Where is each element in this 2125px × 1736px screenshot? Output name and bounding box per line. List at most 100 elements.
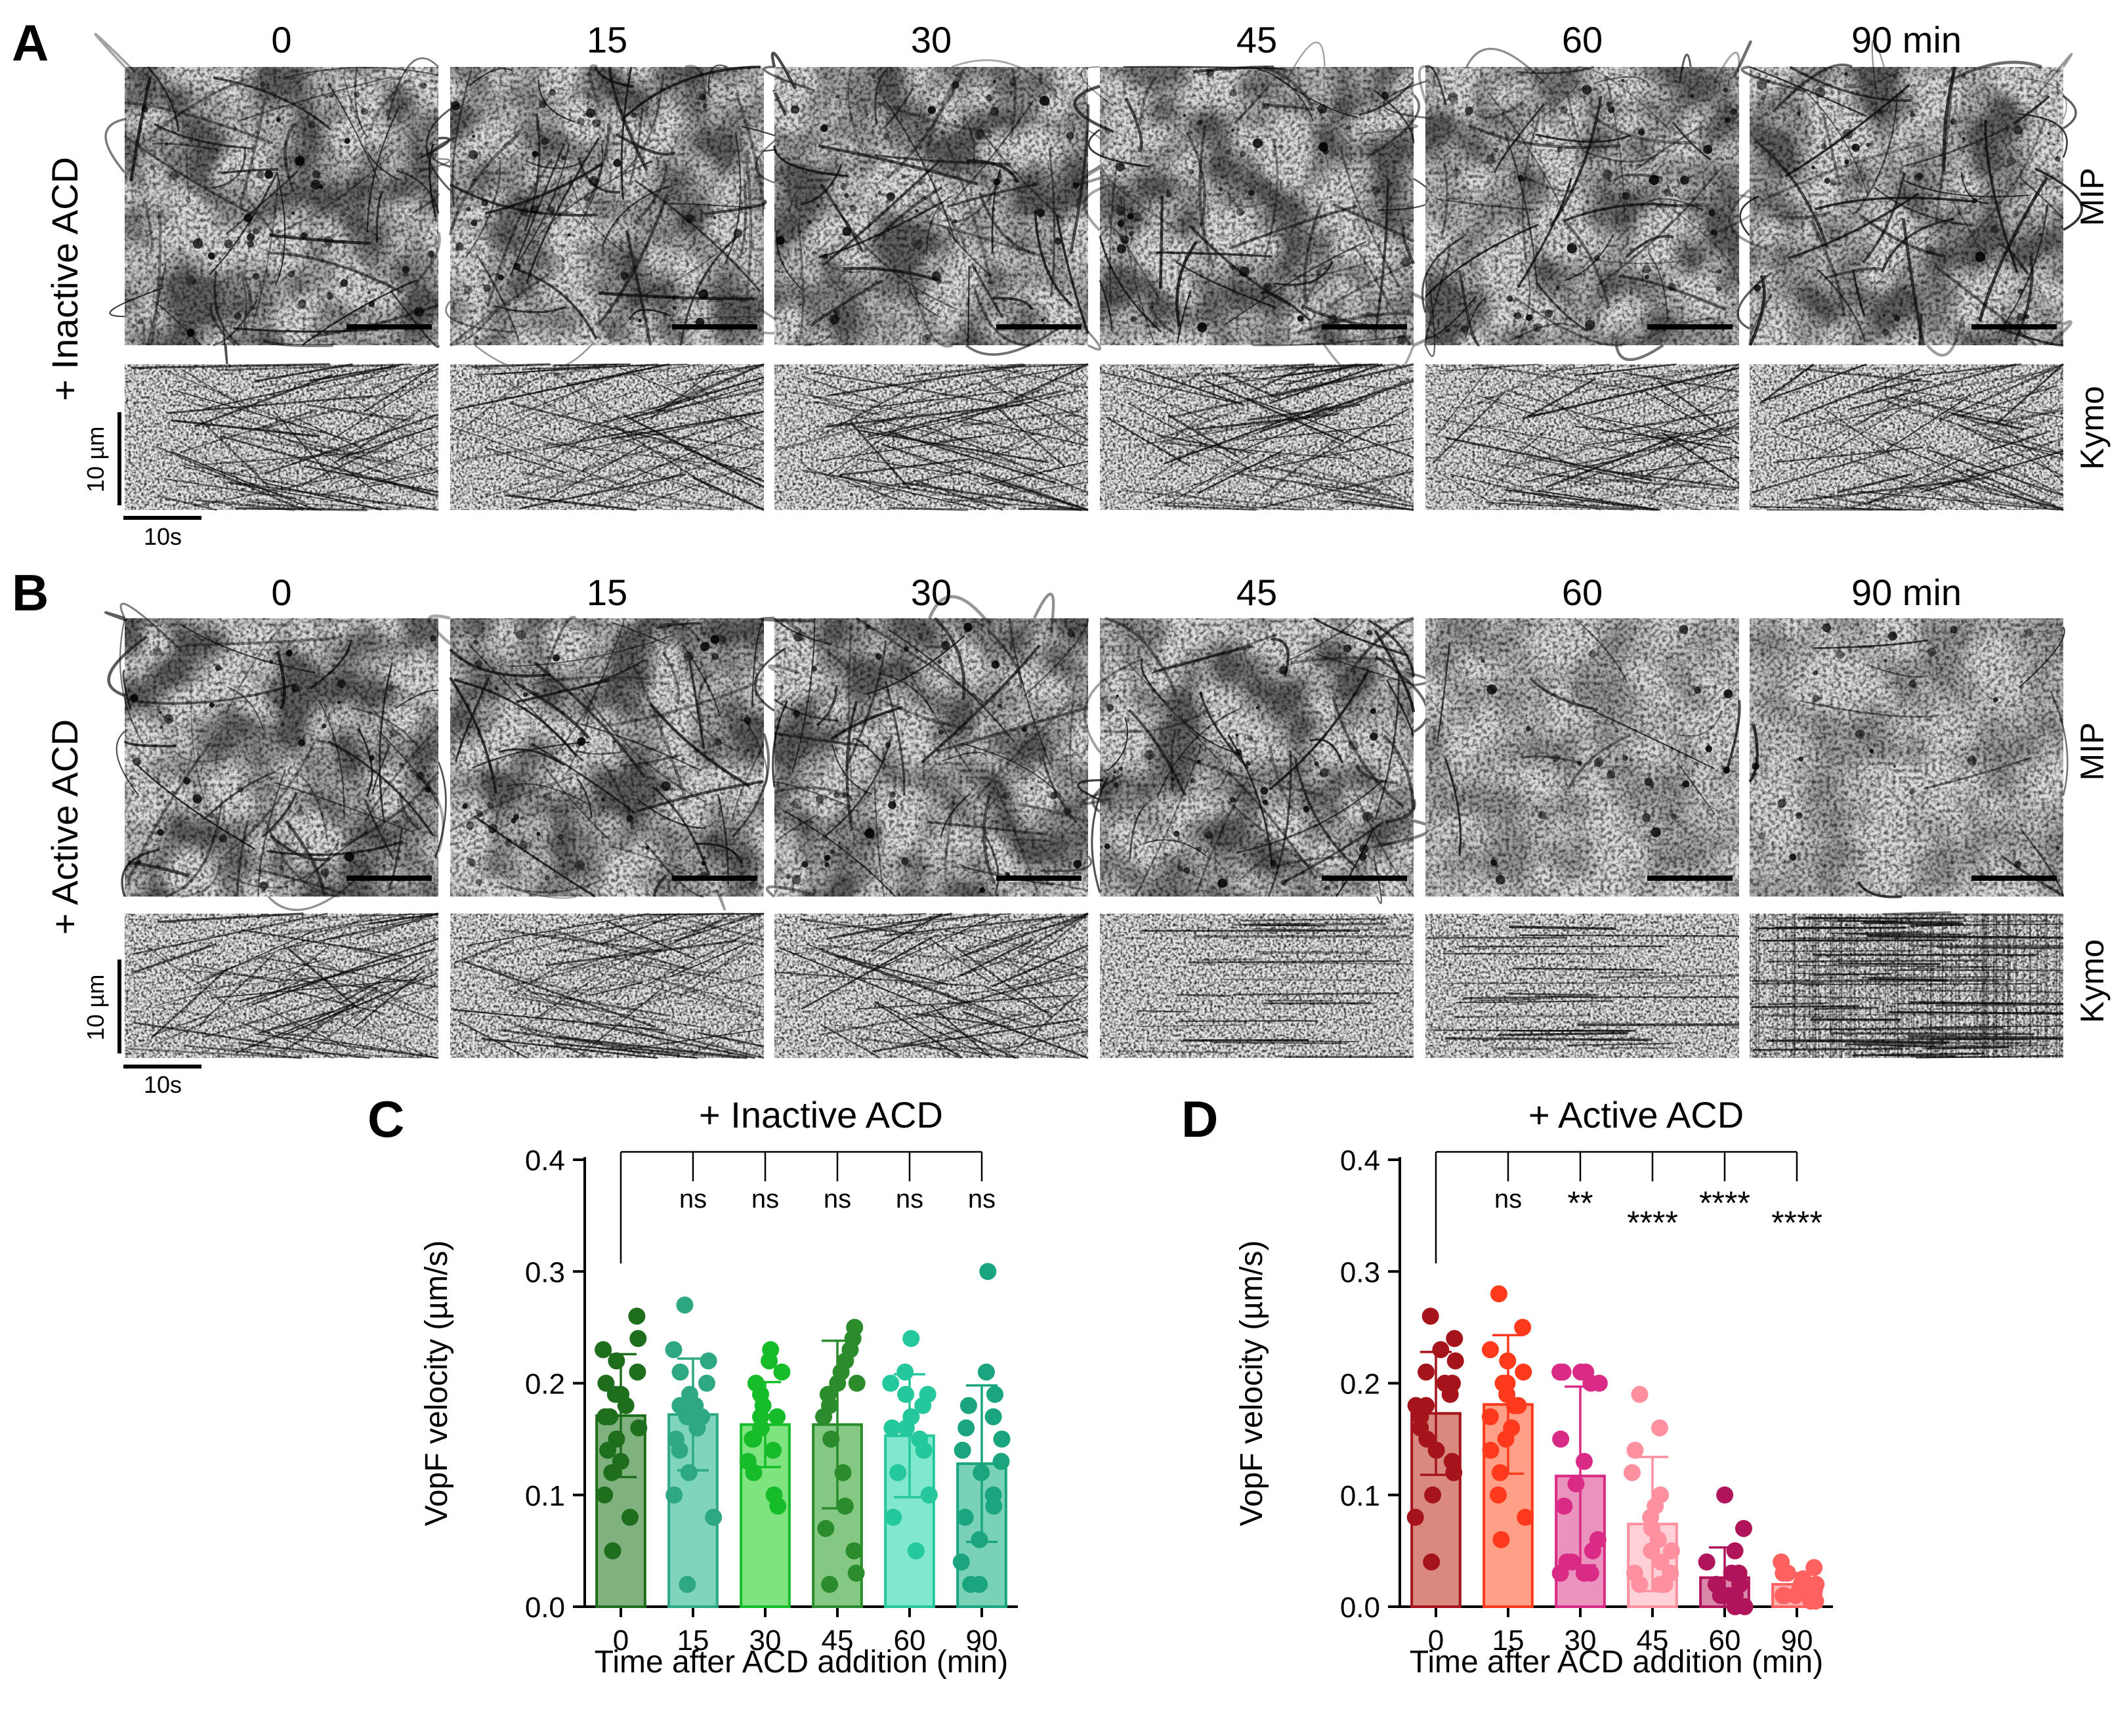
d-data-point bbox=[1423, 1554, 1440, 1571]
d-x-tick-label: 30 bbox=[1565, 1624, 1597, 1657]
d-data-point bbox=[1418, 1363, 1435, 1380]
c-data-point bbox=[889, 1464, 906, 1481]
c-data-point bbox=[705, 1509, 722, 1526]
d-data-point bbox=[1567, 1475, 1584, 1493]
d-data-point bbox=[1552, 1565, 1569, 1582]
panel-d-letter: D bbox=[1181, 1090, 1218, 1148]
d-x-tick-label: 45 bbox=[1637, 1624, 1669, 1657]
c-x-tick-label: 15 bbox=[677, 1624, 709, 1657]
c-y-tick-label: 0.2 bbox=[525, 1368, 565, 1401]
c-data-point bbox=[845, 1542, 862, 1559]
row-label-kymo-b: Kymo bbox=[2074, 939, 2111, 1023]
d-data-point bbox=[1591, 1375, 1608, 1392]
c-data-point bbox=[849, 1375, 866, 1392]
mip-image-a-5 bbox=[1729, 41, 2082, 355]
c-data-point bbox=[769, 1498, 786, 1515]
mip-image-b-5 bbox=[1750, 618, 2067, 897]
c-data-point bbox=[954, 1442, 971, 1459]
c-data-point bbox=[604, 1542, 621, 1559]
c-data-point bbox=[628, 1307, 645, 1324]
c-data-point bbox=[953, 1554, 970, 1571]
c-data-point bbox=[883, 1420, 900, 1437]
c-data-point bbox=[688, 1420, 705, 1437]
d-y-tick-label: 0.2 bbox=[1340, 1368, 1380, 1401]
c-data-point bbox=[957, 1420, 975, 1437]
c-data-point bbox=[902, 1330, 919, 1347]
time-label-b-2: 30 bbox=[911, 572, 952, 613]
kymo-row-b bbox=[125, 912, 2063, 1058]
c-x-tick-label: 45 bbox=[822, 1624, 854, 1657]
panel-c-letter: C bbox=[368, 1090, 404, 1148]
c-y-tick-label: 0.1 bbox=[525, 1480, 565, 1512]
d-data-point bbox=[1584, 1542, 1601, 1559]
time-label-a-4: 60 bbox=[1562, 19, 1603, 60]
panel-b-letter: B bbox=[12, 564, 49, 622]
time-label-b-5: 90 min bbox=[1851, 572, 1962, 613]
d-data-point bbox=[1515, 1363, 1532, 1380]
d-x-tick-label: 15 bbox=[1492, 1624, 1525, 1657]
d-data-point bbox=[1631, 1386, 1648, 1403]
c-data-point bbox=[768, 1408, 786, 1426]
c-x-tick-label: 60 bbox=[894, 1624, 926, 1657]
c-significance-label: ns bbox=[896, 1185, 923, 1214]
c-data-point bbox=[665, 1487, 683, 1504]
panel-a-condition: + Inactive ACD bbox=[44, 157, 85, 401]
d-x-axis-label: Time after ACD addition (min) bbox=[1410, 1645, 1823, 1680]
c-data-point bbox=[698, 1375, 715, 1392]
c-data-point bbox=[908, 1542, 925, 1559]
c-data-point bbox=[599, 1442, 616, 1459]
d-data-point bbox=[1482, 1341, 1499, 1358]
panel-a-letter: A bbox=[12, 14, 49, 72]
c-data-point bbox=[676, 1296, 693, 1313]
c-data-point bbox=[896, 1363, 914, 1380]
mip-image-a-1 bbox=[427, 65, 789, 371]
time-label-a-5: 90 min bbox=[1851, 19, 1962, 60]
d-significance-label: **** bbox=[1771, 1204, 1822, 1241]
d-data-point bbox=[1552, 1431, 1569, 1448]
c-data-point bbox=[993, 1453, 1010, 1470]
c-significance-label: ns bbox=[824, 1185, 851, 1214]
kymo-image-b-4 bbox=[1425, 914, 1739, 1058]
c-data-point bbox=[915, 1442, 933, 1459]
d-data-point bbox=[1432, 1341, 1449, 1358]
d-significance-label: **** bbox=[1627, 1204, 1678, 1241]
d-data-point bbox=[1446, 1330, 1463, 1347]
c-data-point bbox=[671, 1442, 688, 1459]
d-y-axis-label: VopF velocity (µm/s) bbox=[1234, 1240, 1269, 1527]
d-chart-title: + Active ACD bbox=[1528, 1094, 1744, 1135]
mip-row-a bbox=[95, 34, 2082, 387]
kymo-image-a-5 bbox=[1750, 364, 2063, 510]
row-label-mip-a: MIP bbox=[2074, 168, 2111, 226]
row-label-mip-b: MIP bbox=[2074, 723, 2111, 781]
time-label-a-0: 0 bbox=[271, 19, 291, 60]
c-chart-title: + Inactive ACD bbox=[699, 1094, 943, 1135]
mip-image-b-3 bbox=[1078, 618, 1431, 903]
kymo-scale-x-label-b: 10s bbox=[144, 1071, 182, 1098]
mip-image-a-0 bbox=[95, 34, 450, 368]
c-data-point bbox=[957, 1509, 974, 1526]
c-data-point bbox=[629, 1363, 646, 1380]
mip-image-b-4 bbox=[1425, 618, 1740, 897]
c-data-point bbox=[603, 1464, 620, 1481]
c-data-point bbox=[978, 1363, 995, 1380]
d-data-point bbox=[1651, 1420, 1668, 1437]
d-data-point bbox=[1490, 1487, 1507, 1504]
time-label-b-3: 45 bbox=[1236, 572, 1277, 613]
d-data-point bbox=[1712, 1587, 1729, 1604]
kymo-image-b-2 bbox=[774, 914, 1088, 1058]
c-data-point bbox=[817, 1520, 834, 1537]
kymo-scale-y-label-b: 10 µm bbox=[82, 975, 109, 1041]
c-data-point bbox=[700, 1352, 717, 1369]
mip-image-a-4 bbox=[1383, 42, 1759, 360]
c-data-point bbox=[596, 1487, 613, 1504]
c-data-point bbox=[744, 1431, 761, 1448]
c-data-point bbox=[960, 1397, 977, 1414]
panel-b-condition: + Active ACD bbox=[44, 719, 85, 935]
c-data-point bbox=[882, 1375, 899, 1392]
c-data-point bbox=[971, 1576, 988, 1593]
c-significance-label: ns bbox=[968, 1185, 996, 1214]
c-data-point bbox=[986, 1386, 1003, 1403]
d-data-point bbox=[1576, 1453, 1593, 1470]
